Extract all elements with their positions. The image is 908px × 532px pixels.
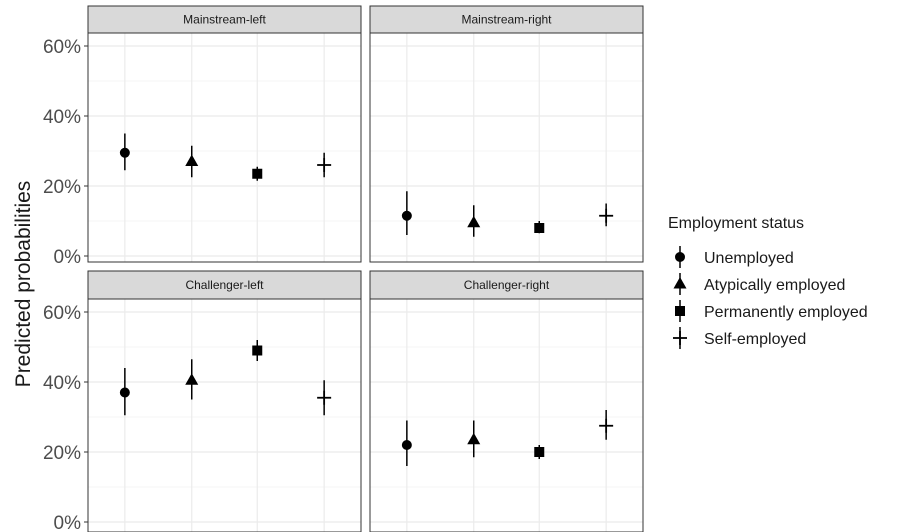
facet-strip [369,270,644,300]
facet-strip-label: Mainstream-left [183,13,266,27]
data-point [317,390,332,405]
y-tick-label: 0% [54,513,82,532]
facet-strip-label: Challenger-right [464,278,550,292]
y-tick-label: 20% [43,443,81,464]
legend: Employment status Unemployed Atypically em… [668,215,868,349]
facet-strip-label: Mainstream-right [461,13,552,27]
data-point [467,432,481,445]
panel-background [370,299,643,532]
facet-strip-label: Challenger-left [185,278,264,292]
facet-panel: Mainstream-left 0% 20% 40% 60% [43,5,362,268]
facet-strip [369,5,644,34]
legend-label: Atypically employed [704,277,845,294]
legend-key-marker [675,252,685,262]
facet-strip [87,5,362,34]
facet-panel: Challenger-right [369,270,644,532]
data-point [185,373,199,385]
legend-item: Atypically employed [673,273,845,295]
y-axis-title: Predicted probabilities [12,181,35,388]
data-point [401,440,412,450]
data-point [317,158,332,172]
data-point [534,447,545,457]
legend-key-marker [673,331,687,345]
legend-label: Self-employed [704,331,806,348]
data-point [401,210,412,221]
data-point [252,168,263,179]
data-point [185,154,199,166]
data-point [252,345,263,356]
legend-key-marker [675,306,685,316]
y-tick-label: 60% [43,37,81,58]
data-point [534,223,545,233]
legend-label: Permanently employed [704,304,868,321]
legend-label: Unemployed [704,250,794,267]
legend-title: Employment status [668,215,804,232]
legend-item: Permanently employed [675,300,868,322]
panel-background [88,33,361,262]
y-tick-label: 40% [43,107,81,128]
facet-panel: Mainstream-right [369,5,644,263]
data-point [119,387,130,398]
data-point [119,147,130,158]
panel-background [370,33,643,262]
y-tick-label: 40% [43,373,81,394]
data-point [599,208,614,223]
legend-item: Unemployed [675,246,794,268]
panel-background [88,299,361,532]
data-point [467,215,481,228]
legend-item: Self-employed [673,327,806,349]
y-tick-label: 0% [54,247,82,268]
facet-panel: Challenger-left 0% 20% 40% 60% [43,270,362,532]
legend-key-marker [673,277,687,289]
y-tick-label: 60% [43,303,81,324]
data-point [599,418,614,433]
y-tick-label: 20% [43,177,81,198]
facet-strip [87,270,362,300]
